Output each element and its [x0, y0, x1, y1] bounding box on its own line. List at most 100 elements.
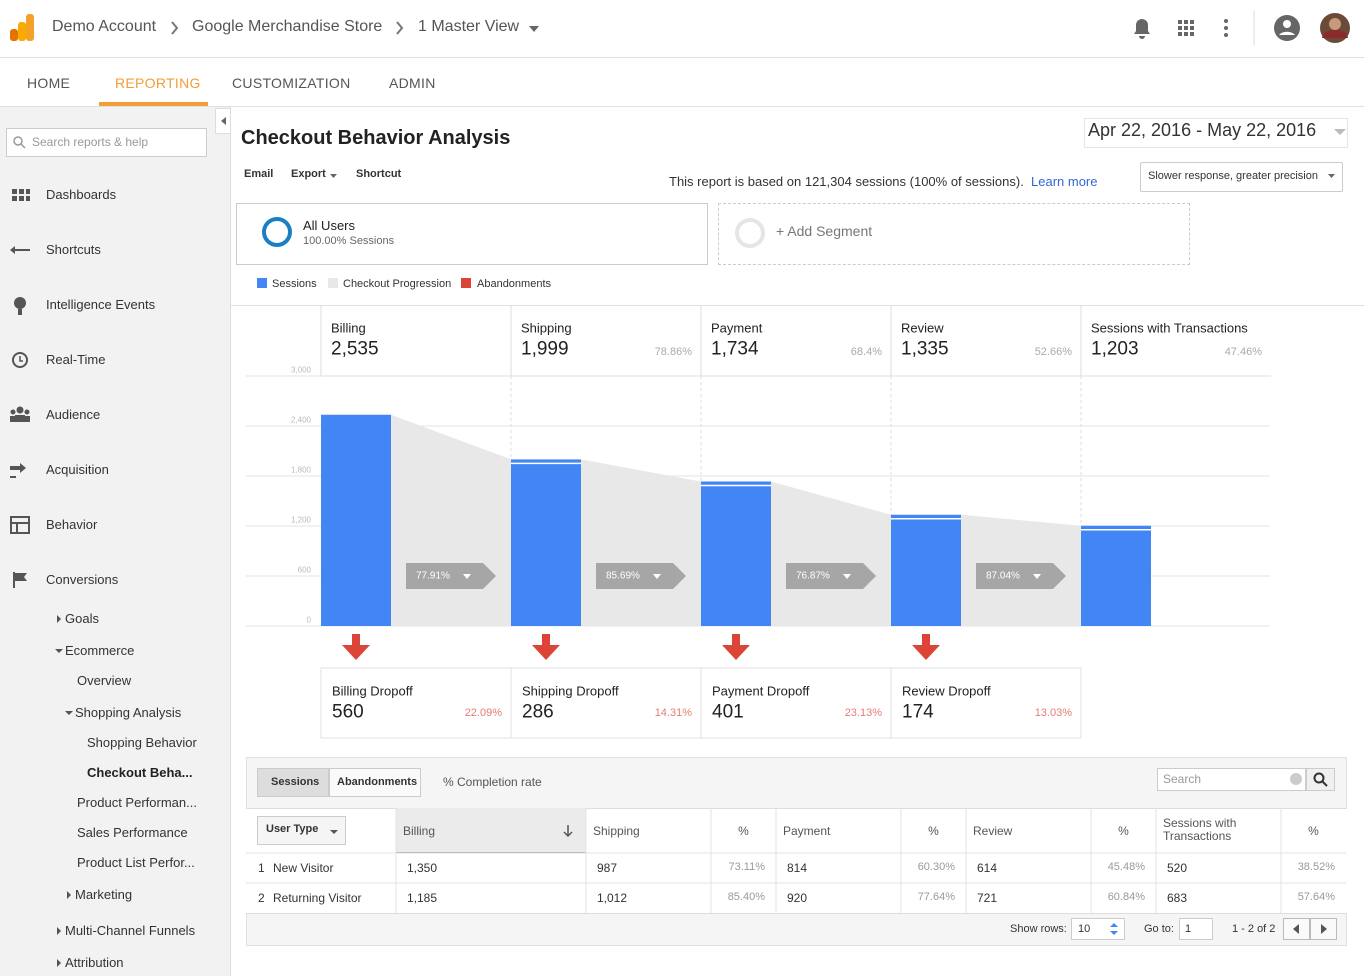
- expand-arrow: [57, 959, 61, 967]
- cell-value: 987: [597, 861, 618, 875]
- sort-arrow[interactable]: [563, 825, 573, 838]
- progression-caret: [1033, 574, 1041, 579]
- sidebar-subitem[interactable]: Checkout Beha...: [87, 765, 193, 780]
- segment-donut: [262, 217, 292, 247]
- toolbar-item[interactable]: Export: [291, 168, 326, 180]
- sidebar-subitem[interactable]: Shopping Behavior: [87, 735, 197, 750]
- sidebar-subitem[interactable]: Attribution: [65, 955, 124, 970]
- sidebar-item[interactable]: Conversions: [46, 572, 119, 587]
- search-placeholder: Search reports & help: [32, 135, 149, 149]
- column-header[interactable]: Shipping: [593, 824, 640, 838]
- legend-label: Checkout Progression: [343, 278, 451, 290]
- cell-percent: 85.40%: [727, 891, 765, 903]
- sidebar-item[interactable]: Real-Time: [46, 352, 106, 367]
- column-header[interactable]: Sessions with Transactions: [1163, 816, 1237, 843]
- stage-value: 1,335: [901, 339, 949, 360]
- search-clear[interactable]: [1290, 773, 1302, 785]
- pager-icons[interactable]: [330, 830, 1327, 935]
- dropoff-name: Review Dropoff: [902, 684, 991, 699]
- date-picker[interactable]: [1084, 118, 1348, 148]
- column-header[interactable]: Payment: [783, 824, 831, 838]
- segment-detail: 100.00% Sessions: [303, 235, 395, 247]
- nav-tab[interactable]: REPORTING: [115, 75, 201, 91]
- search-button[interactable]: [1306, 768, 1335, 791]
- sidebar-item[interactable]: Audience: [46, 407, 101, 422]
- date-range[interactable]: Apr 22, 2016 - May 22, 2016: [1088, 120, 1317, 140]
- y-tick-label: 1,200: [291, 516, 312, 525]
- progression-arrow: [596, 563, 686, 589]
- dropoff-arrow: [722, 634, 750, 660]
- sidebar-subitem[interactable]: Overview: [77, 673, 132, 688]
- segment-card[interactable]: [236, 203, 708, 265]
- sidebar-subitem[interactable]: Marketing: [75, 887, 133, 902]
- table-search-icon[interactable]: [1313, 772, 1328, 787]
- breadcrumb-item[interactable]: Google Merchandise Store: [192, 18, 383, 35]
- nav-tab[interactable]: ADMIN: [389, 75, 436, 91]
- column-header[interactable]: %: [738, 824, 749, 838]
- nav-tab[interactable]: CUSTOMIZATION: [232, 75, 351, 91]
- sidebar-subitem[interactable]: Ecommerce: [65, 643, 135, 658]
- dropoff-box: [700, 667, 892, 739]
- show-rows-value[interactable]: 10: [1078, 923, 1091, 935]
- learn-more[interactable]: Learn more: [1031, 174, 1098, 189]
- row-name[interactable]: New Visitor: [273, 861, 334, 875]
- cell-value: 520: [1167, 861, 1188, 875]
- tab-sessions[interactable]: [257, 768, 329, 797]
- add-segment-donut: [735, 218, 765, 248]
- sidebar-subitem[interactable]: Sales Performance: [77, 825, 188, 840]
- cell-percent: 77.64%: [917, 891, 955, 903]
- completion-rate[interactable]: % Completion rate: [443, 775, 542, 789]
- breadcrumb-item[interactable]: 1 Master View: [418, 18, 520, 35]
- nav-tab[interactable]: HOME: [27, 75, 71, 91]
- sidebar-item[interactable]: Dashboards: [46, 187, 117, 202]
- dropoff-box: [890, 667, 1082, 739]
- sidebar-subitem[interactable]: Shopping Analysis: [75, 705, 182, 720]
- precision-select[interactable]: [1140, 162, 1343, 192]
- precision-label[interactable]: Slower response, greater precision: [1148, 170, 1318, 182]
- dropoff-name: Payment Dropoff: [712, 684, 810, 699]
- expand-arrow: [57, 615, 61, 623]
- column-header[interactable]: %: [928, 824, 939, 838]
- column-header[interactable]: %: [1308, 824, 1319, 838]
- bar: [891, 514, 961, 626]
- column-header[interactable]: Review: [973, 824, 1013, 838]
- sidebar-item[interactable]: Shortcuts: [46, 242, 101, 257]
- goto-value[interactable]: 1: [1185, 923, 1192, 935]
- goto-input[interactable]: [1179, 918, 1213, 940]
- sidebar-item[interactable]: Acquisition: [46, 462, 109, 477]
- sidebar-subitem[interactable]: Product Performan...: [77, 795, 197, 810]
- report-title: Checkout Behavior Analysis: [241, 127, 511, 149]
- add-segment-card[interactable]: [718, 203, 1190, 265]
- toolbar-item[interactable]: Email: [244, 168, 274, 180]
- row-name[interactable]: Returning Visitor: [273, 891, 362, 905]
- search-box[interactable]: [6, 128, 207, 157]
- toolbar-item[interactable]: Shortcut: [356, 168, 402, 180]
- dropoff-percent: 14.31%: [655, 707, 693, 719]
- tab-abandonments[interactable]: [329, 768, 421, 797]
- cell-percent: 60.30%: [917, 861, 955, 873]
- search-icon: [13, 136, 26, 149]
- table-tab[interactable]: Abandonments: [337, 776, 418, 788]
- column-header[interactable]: %: [1118, 824, 1129, 838]
- dropoff-percent: 22.09%: [465, 707, 503, 719]
- legend-label: Sessions: [272, 278, 317, 290]
- table-search[interactable]: [1157, 768, 1306, 791]
- column-header[interactable]: User Type: [266, 823, 319, 835]
- breadcrumb-chevrons: [171, 21, 404, 35]
- sidebar-subitem[interactable]: Product List Perfor...: [77, 855, 195, 870]
- stage-name: Shipping: [521, 321, 572, 336]
- header-icons[interactable]: [1134, 13, 1350, 43]
- view-dropdown[interactable]: [529, 26, 539, 32]
- add-segment[interactable]: + Add Segment: [776, 223, 873, 239]
- breadcrumb-item[interactable]: Demo Account: [52, 18, 157, 35]
- sidebar-item[interactable]: Intelligence Events: [46, 297, 156, 312]
- toolbar-caret[interactable]: [330, 129, 1346, 178]
- table-tab[interactable]: Sessions: [271, 776, 320, 788]
- sidebar-subitem[interactable]: Multi-Channel Funnels: [65, 923, 196, 938]
- sidebar-subitem[interactable]: Goals: [65, 611, 99, 626]
- legend-swatch: [257, 278, 267, 288]
- sidebar-item[interactable]: Behavior: [46, 517, 98, 532]
- collapse-arrow[interactable]: [221, 117, 226, 125]
- show-rows-select[interactable]: [1071, 918, 1125, 940]
- column-header[interactable]: Billing: [403, 824, 436, 838]
